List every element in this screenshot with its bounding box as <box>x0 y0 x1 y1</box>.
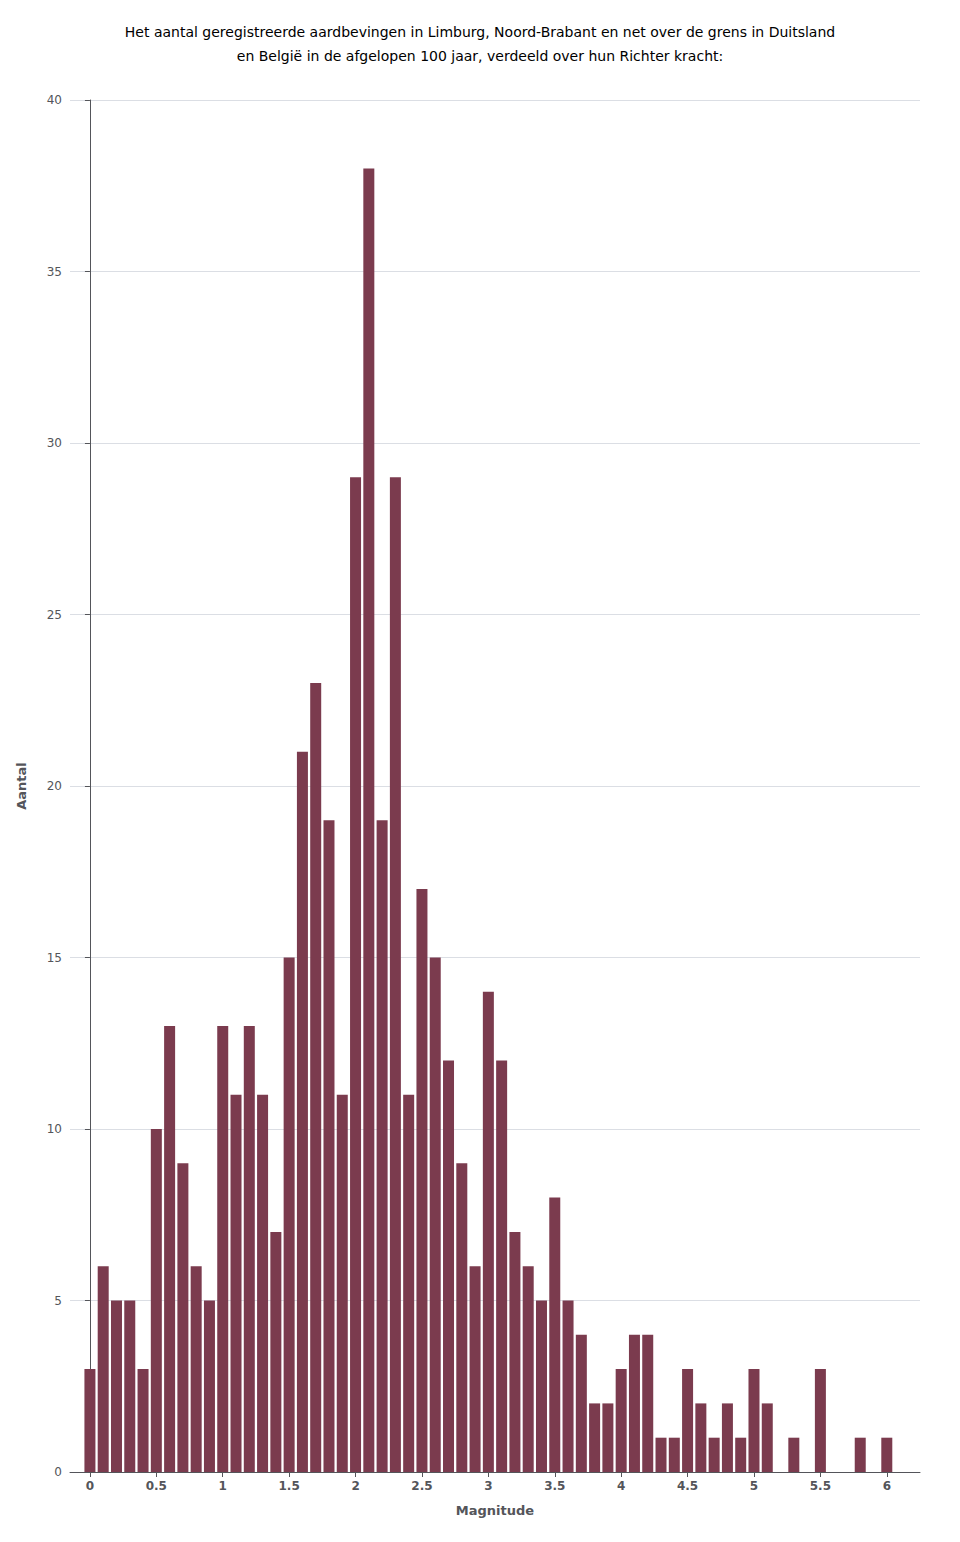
svg-text:4: 4 <box>617 1479 625 1493</box>
svg-text:0: 0 <box>86 1479 94 1493</box>
svg-text:4.5: 4.5 <box>677 1479 698 1493</box>
svg-text:2.5: 2.5 <box>411 1479 432 1493</box>
svg-text:1: 1 <box>219 1479 227 1493</box>
svg-text:3.5: 3.5 <box>544 1479 565 1493</box>
svg-text:en België in de afgelopen 100: en België in de afgelopen 100 jaar, verd… <box>237 48 723 64</box>
svg-text:Magnitude: Magnitude <box>456 1503 535 1518</box>
svg-text:Het aantal geregistreerde aard: Het aantal geregistreerde aardbevingen i… <box>125 24 835 40</box>
svg-text:20: 20 <box>47 779 62 793</box>
svg-text:10: 10 <box>47 1122 62 1136</box>
svg-text:15: 15 <box>47 951 62 965</box>
svg-text:Aantal: Aantal <box>14 762 29 810</box>
svg-text:5: 5 <box>54 1294 62 1308</box>
svg-text:3: 3 <box>484 1479 492 1493</box>
svg-text:25: 25 <box>47 608 62 622</box>
svg-text:2: 2 <box>351 1479 359 1493</box>
svg-text:1.5: 1.5 <box>279 1479 300 1493</box>
svg-text:5.5: 5.5 <box>810 1479 831 1493</box>
svg-text:40: 40 <box>47 93 62 107</box>
svg-text:30: 30 <box>47 436 62 450</box>
svg-text:0: 0 <box>54 1465 62 1479</box>
svg-text:6: 6 <box>883 1479 891 1493</box>
svg-text:0.5: 0.5 <box>146 1479 167 1493</box>
svg-text:5: 5 <box>750 1479 758 1493</box>
svg-text:35: 35 <box>47 265 62 279</box>
